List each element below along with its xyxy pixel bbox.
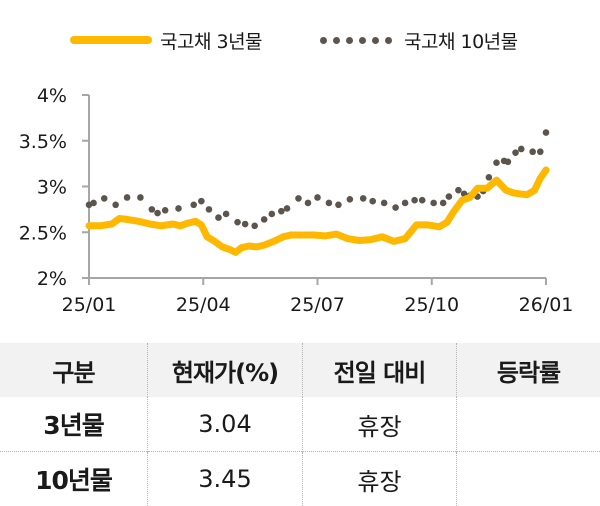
header-price: 현재가(%) [148,343,303,397]
x-tick-label: 25/01 [62,294,117,316]
legend-dots-swatch-icon [320,37,392,44]
header-rate: 등락률 [457,343,600,397]
yield-line-chart: 4% 3.5% 3% 2.5% 2% 25/01 25/04 25/07 25/10 26/01 [0,80,600,342]
y-tick-label: 3% [37,177,67,199]
row-price: 3.45 [148,452,303,506]
row-label: 10년물 [0,452,148,506]
legend-label-10y: 국고채 10년물 [404,27,518,54]
legend-line-swatch-icon [70,36,152,44]
y-tick-label: 3.5% [19,131,67,153]
x-axis: 25/01 25/04 25/07 25/10 26/01 [62,278,574,316]
y-axis: 4% 3.5% 3% 2.5% 2% [19,85,89,290]
y-tick-label: 2% [37,268,67,290]
chart-legend: 국고채 3년물 국고채 10년물 [0,22,600,58]
table-row: 3년물 3.04 휴장 [0,397,600,452]
row-rate [457,452,600,506]
x-tick-label: 26/01 [519,294,574,316]
row-label: 3년물 [0,397,148,452]
table-header-row: 구분 현재가(%) 전일 대비 등락률 [0,343,600,397]
legend-item-3y: 국고채 3년물 [70,22,262,58]
row-change: 휴장 [303,452,457,506]
y-tick-label: 4% [37,85,67,107]
row-price: 3.04 [148,397,303,452]
x-tick-label: 25/10 [404,294,459,316]
yield-table: 구분 현재가(%) 전일 대비 등락률 3년물 3.04 휴장 10년물 3.4… [0,343,600,506]
row-rate [457,397,600,452]
header-change: 전일 대비 [303,343,457,397]
legend-item-10y: 국고채 10년물 [320,22,518,58]
series-10y-dots [86,129,550,229]
y-tick-label: 2.5% [19,222,67,244]
legend-label-3y: 국고채 3년물 [160,27,262,54]
row-change: 휴장 [303,397,457,452]
header-category: 구분 [0,343,148,397]
table-row: 10년물 3.45 휴장 [0,452,600,506]
x-tick-label: 25/04 [176,294,231,316]
x-tick-label: 25/07 [290,294,345,316]
